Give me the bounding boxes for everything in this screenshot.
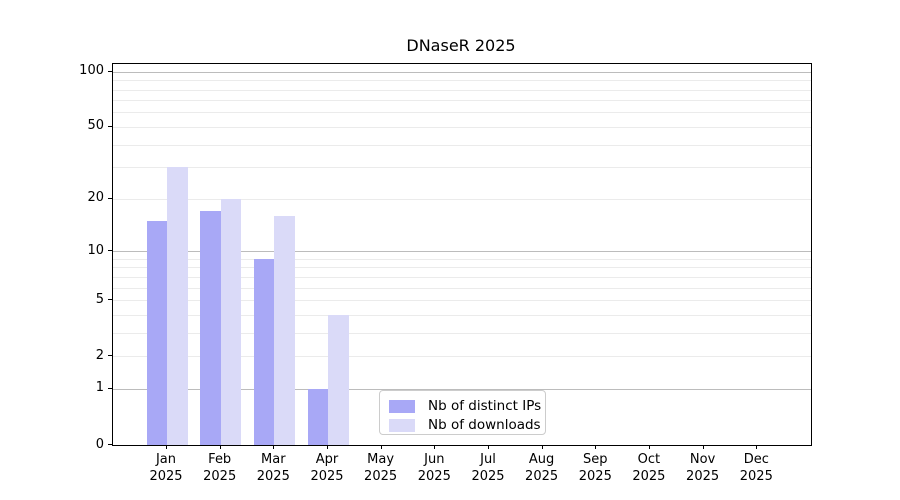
x-tick-mark-jun bbox=[434, 445, 436, 449]
x-tick-label-aug: Aug 2025 bbox=[525, 452, 559, 484]
x-tick-label-jan: Jan 2025 bbox=[149, 452, 183, 484]
legend-swatch-downloads bbox=[389, 418, 415, 432]
y-tick-label-5: 5 bbox=[95, 291, 104, 307]
x-tick-mark-mar bbox=[273, 445, 275, 449]
y-tick-label-50: 50 bbox=[87, 118, 104, 134]
minor-gridline-70 bbox=[113, 100, 811, 102]
minor-gridline-40 bbox=[113, 144, 811, 146]
bar-mar-distinct-ips bbox=[253, 258, 275, 445]
major-gridline-10 bbox=[113, 251, 811, 252]
legend-item-downloads: Nb of downloads bbox=[389, 416, 545, 434]
x-tick-mark-feb bbox=[219, 445, 221, 449]
y-tick-mark-1 bbox=[108, 387, 112, 389]
plot-area: Nb of distinct IPs Nb of downloads bbox=[112, 63, 812, 446]
y-tick-mark-10 bbox=[108, 250, 112, 251]
x-tick-mark-may bbox=[380, 445, 382, 449]
y-tick-label-0: 0 bbox=[95, 436, 104, 452]
bar-jan-distinct-ips bbox=[146, 220, 167, 445]
x-tick-label-feb: Feb 2025 bbox=[203, 452, 237, 484]
minor-gridline-5 bbox=[113, 300, 811, 301]
y-tick-mark-50 bbox=[108, 125, 112, 127]
x-tick-mark-apr bbox=[327, 445, 328, 449]
x-tick-mark-jan bbox=[166, 445, 167, 449]
minor-gridline-90 bbox=[113, 80, 811, 82]
x-tick-label-jun: Jun 2025 bbox=[417, 452, 451, 484]
x-tick-mark-sep bbox=[595, 445, 597, 449]
minor-gridline-20 bbox=[113, 198, 811, 200]
major-gridline-100 bbox=[113, 71, 811, 73]
x-tick-label-jul: Jul 2025 bbox=[471, 452, 505, 484]
bar-mar-downloads bbox=[274, 215, 295, 445]
x-tick-label-oct: Oct 2025 bbox=[632, 452, 666, 484]
chart-title: DNaseR 2025 bbox=[406, 36, 516, 55]
x-tick-label-nov: Nov 2025 bbox=[686, 452, 720, 484]
minor-gridline-3 bbox=[113, 332, 811, 334]
minor-gridline-30 bbox=[113, 167, 811, 169]
x-tick-label-sep: Sep 2025 bbox=[578, 452, 612, 484]
x-tick-label-apr: Apr 2025 bbox=[310, 452, 344, 484]
minor-gridline-2 bbox=[113, 356, 811, 358]
x-tick-mark-jul bbox=[488, 445, 489, 449]
minor-gridline-60 bbox=[113, 112, 811, 114]
x-tick-mark-nov bbox=[702, 445, 704, 449]
y-tick-mark-100 bbox=[108, 70, 112, 72]
bar-apr-downloads bbox=[328, 314, 349, 445]
x-tick-mark-aug bbox=[541, 445, 543, 449]
x-tick-mark-dec bbox=[756, 445, 758, 449]
y-tick-mark-20 bbox=[108, 197, 112, 199]
x-tick-label-may: May 2025 bbox=[364, 452, 398, 484]
legend-label-distinct-ips: Nb of distinct IPs bbox=[428, 398, 542, 414]
bar-feb-downloads bbox=[220, 198, 242, 445]
y-tick-label-1: 1 bbox=[95, 380, 104, 396]
y-tick-label-100: 100 bbox=[79, 63, 104, 79]
minor-gridline-6 bbox=[113, 287, 811, 289]
x-tick-label-dec: Dec 2025 bbox=[739, 452, 773, 484]
y-tick-label-2: 2 bbox=[95, 347, 104, 363]
minor-gridline-4 bbox=[113, 314, 811, 316]
minor-gridline-50 bbox=[113, 126, 811, 128]
minor-gridline-7 bbox=[113, 276, 811, 278]
y-tick-mark-5 bbox=[108, 299, 112, 300]
y-tick-mark-0 bbox=[108, 444, 112, 445]
bar-apr-distinct-ips bbox=[307, 388, 328, 445]
minor-gridline-80 bbox=[113, 89, 811, 91]
minor-gridline-8 bbox=[113, 267, 811, 269]
legend: Nb of distinct IPs Nb of downloads bbox=[379, 390, 546, 435]
bar-feb-distinct-ips bbox=[200, 211, 221, 445]
legend-label-downloads: Nb of downloads bbox=[428, 417, 541, 433]
bar-jan-downloads bbox=[167, 167, 188, 445]
y-tick-mark-2 bbox=[108, 355, 112, 357]
y-tick-label-10: 10 bbox=[87, 242, 104, 258]
legend-item-distinct-ips: Nb of distinct IPs bbox=[389, 397, 545, 415]
x-tick-mark-oct bbox=[648, 445, 650, 449]
minor-gridline-9 bbox=[113, 258, 811, 260]
y-tick-label-20: 20 bbox=[87, 190, 104, 206]
x-tick-label-mar: Mar 2025 bbox=[256, 452, 290, 484]
major-gridline-1 bbox=[113, 388, 811, 390]
legend-swatch-distinct-ips bbox=[389, 399, 415, 413]
